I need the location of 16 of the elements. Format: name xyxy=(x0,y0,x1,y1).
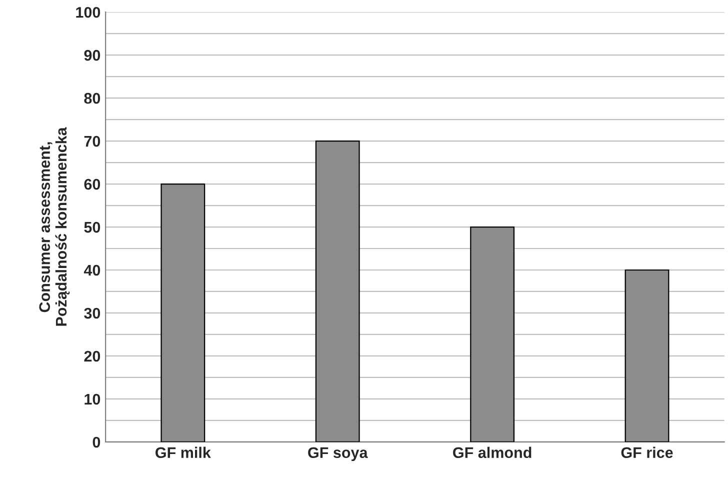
x-tick-label: GF soya xyxy=(308,447,368,462)
y-tick-label: 50 xyxy=(84,222,100,233)
y-tick-label: 40 xyxy=(84,264,100,276)
y-tick-label: 70 xyxy=(84,136,100,147)
x-tick-label: GF almond xyxy=(453,446,532,458)
y-axis-title: Consumer assessment, Pożądalność konsumencka xyxy=(39,127,70,326)
y-tick-label: 20 xyxy=(84,350,100,362)
y-tick-label: 80 xyxy=(84,92,100,104)
y-tick-label: 0 xyxy=(92,436,100,448)
y-tick-label: 60 xyxy=(84,178,100,190)
y-tick-label: 10 xyxy=(84,394,100,405)
y-tick-label: 30 xyxy=(84,308,100,319)
y-tick-label: 100 xyxy=(76,6,100,18)
x-tick-label: GF rice xyxy=(621,446,673,458)
x-tick-label: GF milk xyxy=(156,446,211,458)
y-tick-label: 90 xyxy=(84,50,100,61)
